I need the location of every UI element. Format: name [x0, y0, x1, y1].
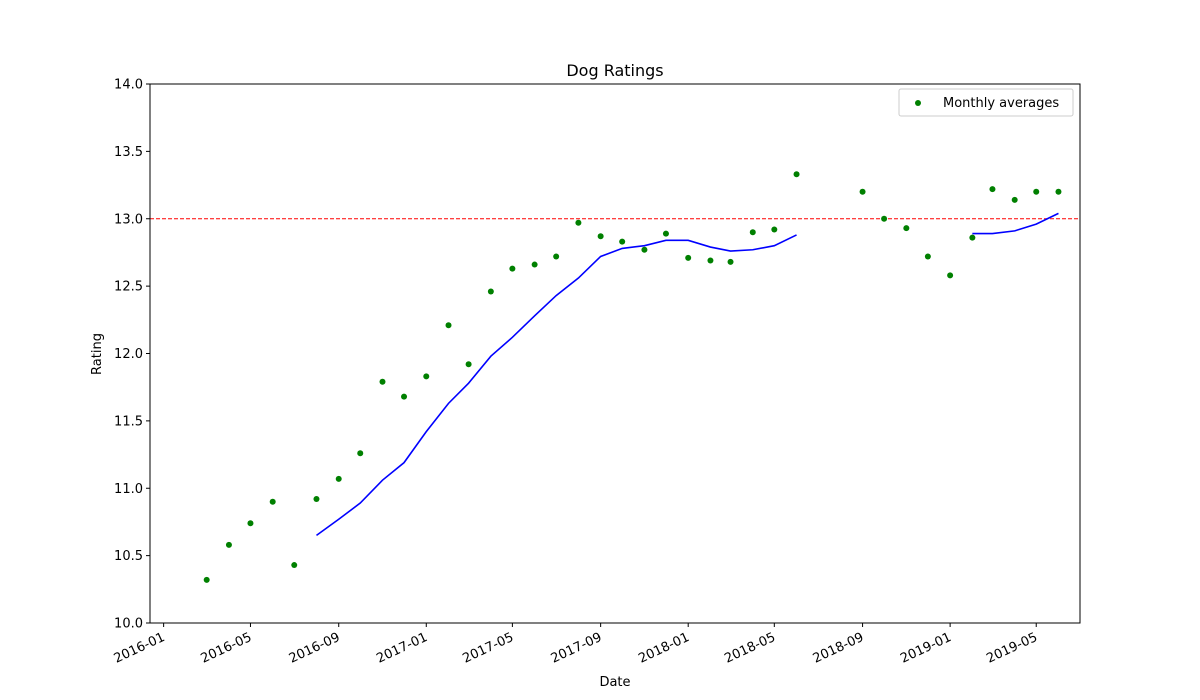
data-point — [423, 373, 430, 380]
data-point — [553, 253, 560, 260]
data-point — [357, 450, 364, 457]
y-tick-label: 12.5 — [114, 280, 143, 295]
y-axis: 10.0 10.5 11.0 11.5 12.0 12.5 13.0 13.5 14.0 — [114, 78, 150, 632]
y-tick-label: 10.0 — [114, 617, 143, 632]
data-point — [509, 265, 516, 272]
data-point — [531, 261, 538, 268]
data-point — [707, 257, 714, 264]
y-tick-label: 11.5 — [114, 414, 143, 429]
data-point — [881, 215, 888, 222]
trend-line-segment-2 — [972, 212, 1059, 235]
data-point — [313, 496, 320, 503]
data-point — [575, 219, 582, 226]
legend-entry-monthly-averages: Monthly averages — [943, 96, 1059, 111]
data-point — [793, 171, 800, 178]
data-point — [685, 254, 692, 261]
data-point — [903, 225, 910, 232]
data-point — [662, 230, 669, 237]
data-point — [291, 562, 298, 569]
data-point — [445, 322, 452, 329]
data-point — [487, 288, 494, 295]
data-point — [379, 378, 386, 385]
data-point — [641, 246, 648, 253]
legend-box — [898, 88, 1074, 117]
x-axis-label: Date — [599, 675, 630, 690]
data-point — [465, 361, 472, 368]
legend: Monthly averages — [898, 88, 1074, 117]
data-point — [989, 186, 996, 193]
y-tick-label: 10.5 — [114, 549, 143, 564]
y-tick-label: 11.0 — [114, 482, 143, 497]
data-point — [225, 541, 232, 548]
y-tick-label: 14.0 — [114, 78, 143, 93]
legend-marker — [915, 100, 921, 106]
trend-line-segment-1 — [316, 234, 797, 537]
data-point — [859, 188, 866, 195]
data-point — [203, 576, 210, 583]
y-tick-label: 13.5 — [114, 145, 143, 160]
data-point — [749, 229, 756, 236]
data-point — [727, 258, 734, 265]
y-tick-label: 13.0 — [114, 212, 143, 227]
data-point — [1011, 196, 1018, 203]
data-point — [924, 253, 931, 260]
data-point — [619, 238, 626, 245]
data-point — [335, 475, 342, 482]
data-point — [597, 233, 604, 240]
data-point — [969, 234, 976, 241]
chart-title: Dog Ratings — [566, 61, 663, 80]
y-tick-label: 12.0 — [114, 347, 143, 362]
data-point — [771, 226, 778, 233]
data-point — [269, 498, 276, 505]
data-point — [247, 520, 254, 527]
data-point — [947, 272, 954, 279]
data-point — [401, 393, 408, 400]
data-point — [1033, 188, 1040, 195]
data-point — [1055, 188, 1062, 195]
y-axis-label: Rating — [90, 333, 105, 375]
